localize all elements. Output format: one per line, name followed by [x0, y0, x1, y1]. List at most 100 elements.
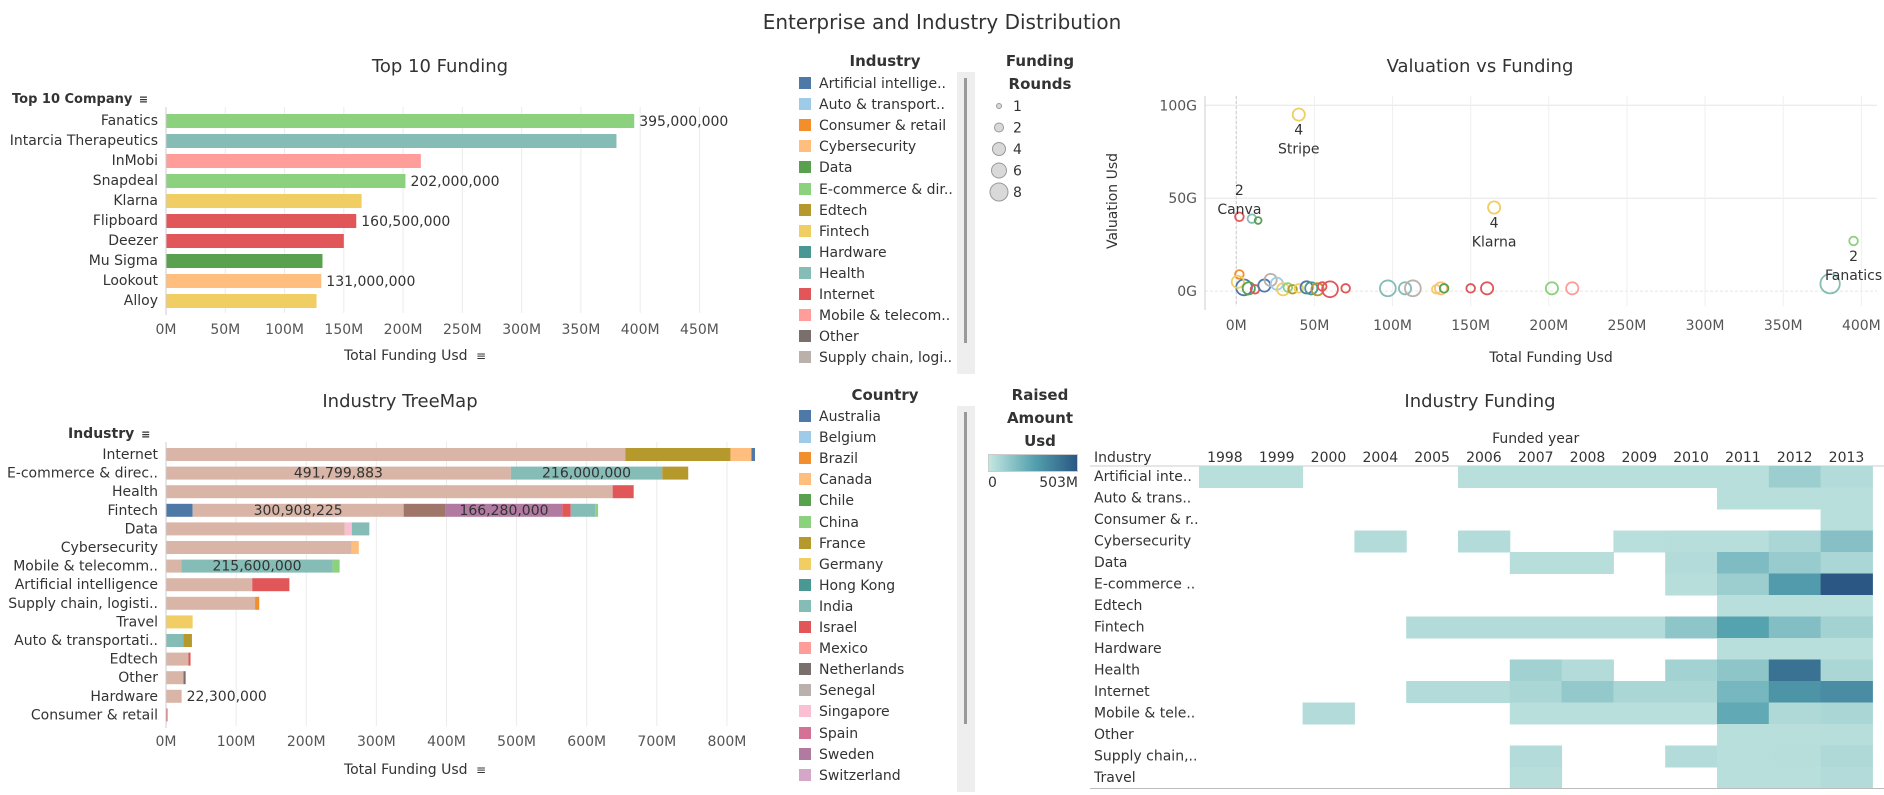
scatter-point[interactable] — [1291, 107, 1306, 122]
bar-segment[interactable] — [252, 578, 290, 592]
scatter-point[interactable] — [1230, 274, 1245, 289]
bar-segment[interactable] — [166, 541, 352, 554]
legend-item[interactable]: India — [799, 597, 853, 618]
heatmap-cell[interactable] — [1561, 552, 1614, 574]
bar-segment[interactable] — [612, 485, 634, 499]
heatmap-cell[interactable] — [1768, 745, 1822, 768]
heatmap-cell[interactable] — [1613, 702, 1666, 725]
bar-segment[interactable] — [166, 559, 182, 573]
heatmap-cell[interactable] — [1768, 487, 1822, 510]
bar[interactable] — [166, 294, 317, 308]
heatmap-cell[interactable] — [1717, 724, 1770, 746]
bar-segment[interactable] — [166, 708, 168, 722]
scatter-point[interactable] — [1282, 282, 1294, 293]
heatmap-cell[interactable] — [1458, 681, 1511, 703]
bar[interactable] — [166, 254, 323, 268]
heatmap-cell[interactable] — [1509, 681, 1563, 703]
bar-segment[interactable] — [562, 503, 571, 517]
heatmap-cell[interactable] — [1768, 573, 1822, 596]
heatmap-cell[interactable] — [1561, 702, 1614, 725]
bar-segment[interactable] — [166, 634, 184, 647]
heatmap-cell[interactable] — [1406, 616, 1459, 639]
heatmap-cell[interactable] — [1820, 681, 1873, 703]
heatmap-cell[interactable] — [1458, 466, 1511, 488]
legend-item[interactable]: Internet — [799, 285, 875, 306]
bar-segment[interactable] — [166, 485, 613, 499]
bar-segment[interactable] — [403, 503, 446, 517]
legend-item[interactable]: Canada — [799, 470, 872, 491]
bar-segment[interactable] — [183, 671, 186, 685]
legend-item[interactable]: Cybersecurity — [799, 137, 916, 158]
heatmap-cell[interactable] — [1820, 616, 1873, 639]
legend-item[interactable]: Fintech — [799, 222, 869, 243]
legend-item[interactable]: Netherlands — [799, 660, 904, 681]
heatmap-cell[interactable] — [1613, 530, 1666, 553]
bar-segment[interactable] — [255, 596, 260, 610]
heatmap-cell[interactable] — [1509, 659, 1563, 682]
top10-row-header[interactable]: Top 10 Company ≡ — [12, 92, 148, 107]
heatmap-cell[interactable] — [1613, 616, 1666, 639]
heatmap-cell[interactable] — [1717, 466, 1770, 488]
bar-segment[interactable] — [570, 503, 596, 517]
heatmap-cell[interactable] — [1820, 659, 1873, 682]
heatmap-cell[interactable] — [1613, 466, 1666, 488]
bar[interactable] — [166, 134, 617, 148]
heatmap-cell[interactable] — [1820, 552, 1873, 574]
bar-segment[interactable] — [166, 671, 184, 685]
heatmap-cell[interactable] — [1406, 681, 1459, 703]
bar-segment[interactable] — [351, 541, 359, 554]
bar-segment[interactable] — [166, 522, 345, 536]
heatmap-cell[interactable] — [1509, 616, 1563, 639]
top10-x-axis-title[interactable]: Total Funding Usd ≡ — [165, 348, 665, 364]
scatter-point[interactable] — [1340, 283, 1351, 294]
scatter-point[interactable] — [1819, 273, 1841, 295]
heatmap-cell[interactable] — [1768, 616, 1822, 639]
heatmap-cell[interactable] — [1717, 767, 1770, 789]
heatmap-cell[interactable] — [1561, 616, 1614, 639]
scatter-point[interactable] — [1310, 282, 1325, 297]
heatmap-cell[interactable] — [1820, 595, 1873, 617]
heatmap-cell[interactable] — [1768, 638, 1822, 660]
heatmap-cell[interactable] — [1665, 616, 1718, 639]
heatmap-cell[interactable] — [1509, 702, 1563, 725]
legend-item[interactable]: Belgium — [799, 428, 876, 449]
scatter-point[interactable] — [1398, 281, 1413, 296]
heatmap-cell[interactable] — [1665, 466, 1718, 488]
bar[interactable] — [166, 174, 406, 188]
heatmap-cell[interactable] — [1561, 659, 1614, 682]
legend-item[interactable]: Consumer & retail — [799, 116, 946, 137]
legend-item[interactable]: Senegal — [799, 681, 875, 702]
sort-icon[interactable]: ≡ — [138, 93, 149, 106]
legend-item[interactable]: Spain — [799, 724, 858, 745]
bar[interactable] — [166, 214, 357, 228]
scatter-point[interactable] — [1404, 279, 1422, 298]
heatmap-cell[interactable] — [1561, 466, 1614, 488]
bar-segment[interactable] — [730, 448, 752, 461]
legend-item[interactable]: Mobile & telecom.. — [799, 306, 950, 327]
heatmap-cell[interactable] — [1717, 702, 1770, 725]
scatter-point[interactable] — [1465, 283, 1476, 294]
scatter-point[interactable] — [1287, 284, 1298, 295]
scatter-point[interactable] — [1379, 279, 1397, 298]
legend-item[interactable]: Other — [799, 327, 859, 348]
heatmap-cell[interactable] — [1717, 595, 1770, 617]
legend-item[interactable]: Health — [799, 264, 865, 285]
heatmap-cell[interactable] — [1820, 702, 1873, 725]
heatmap-cell[interactable] — [1509, 552, 1563, 574]
legend-item[interactable]: Chile — [799, 491, 854, 512]
bar-segment[interactable] — [751, 448, 755, 461]
heatmap-cell[interactable] — [1509, 767, 1563, 789]
industry-legend-scrollbar[interactable] — [957, 72, 975, 374]
bar-segment[interactable] — [166, 466, 511, 480]
heatmap-cell[interactable] — [1250, 466, 1304, 488]
heatmap-cell[interactable] — [1717, 659, 1770, 682]
bar-segment[interactable] — [166, 689, 182, 703]
bar-segment[interactable] — [595, 503, 599, 517]
legend-item[interactable]: Mexico — [799, 639, 868, 660]
heatmap-cell[interactable] — [1768, 659, 1822, 682]
scatter-point[interactable] — [1487, 200, 1502, 215]
heatmap-cell[interactable] — [1717, 745, 1770, 768]
bar-segment[interactable] — [166, 596, 256, 610]
heatmap-cell[interactable] — [1561, 681, 1614, 703]
size-legend-circle[interactable] — [996, 103, 1002, 109]
